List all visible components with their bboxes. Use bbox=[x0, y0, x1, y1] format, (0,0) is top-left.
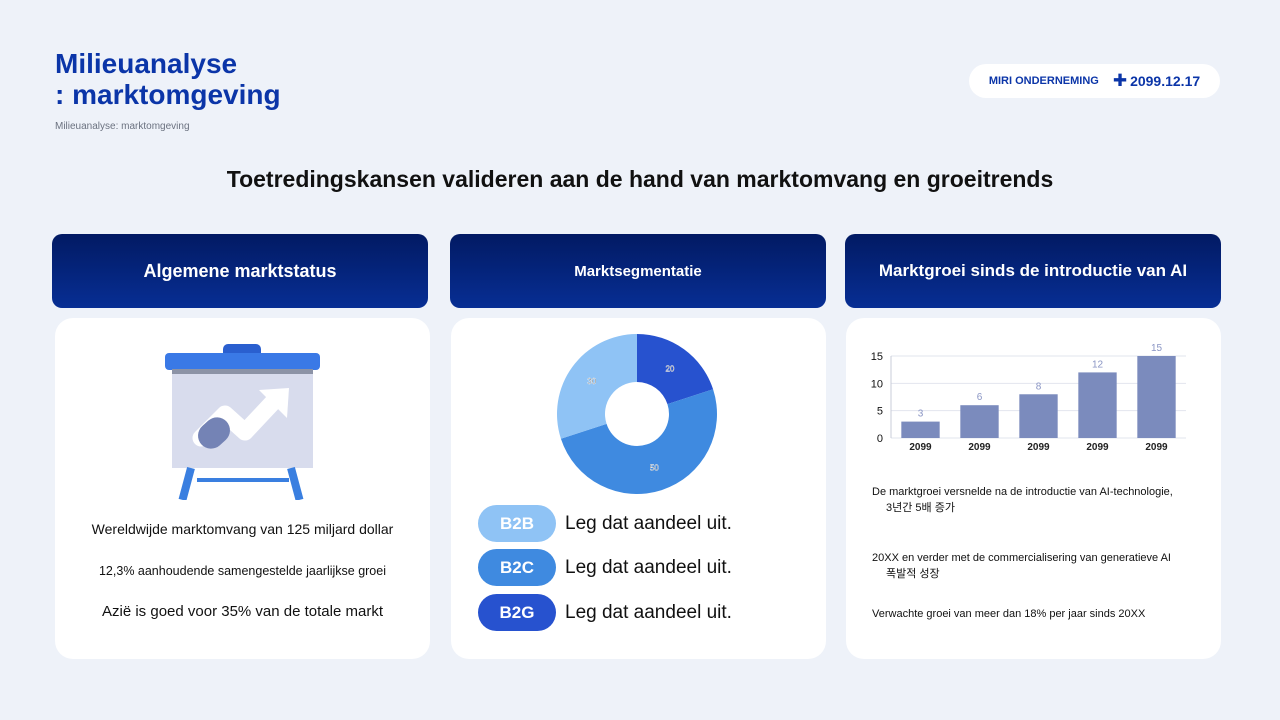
growth-note-1: De marktgroei versnelde na de introducti… bbox=[872, 484, 1173, 516]
bar-value-label-2: 8 bbox=[1036, 381, 1042, 392]
bar-value-label-4: 15 bbox=[1151, 343, 1163, 354]
y-tick-label-3: 15 bbox=[871, 351, 883, 363]
column-header-segmentation: Marktsegmentatie bbox=[450, 234, 826, 308]
bar-3 bbox=[1078, 372, 1117, 438]
segment-pill-b2c: B2C bbox=[478, 549, 556, 586]
y-tick-label-0: 0 bbox=[877, 433, 883, 445]
x-tick-label-1: 2099 bbox=[968, 442, 991, 453]
x-tick-label-0: 2099 bbox=[909, 442, 932, 453]
page-title: Milieuanalyse : marktomgeving bbox=[55, 48, 281, 110]
y-tick-label-1: 5 bbox=[877, 406, 883, 418]
column-header-market-status: Algemene marktstatus bbox=[52, 234, 428, 308]
bar-4 bbox=[1137, 356, 1176, 438]
column-header-ai-growth: Marktgroei sinds de introductie van AI bbox=[845, 234, 1221, 308]
growth-bar-chart: 0 5 10 15 3 2099 6 2099 8 2099 12 2099 15 2099 bbox=[871, 343, 1186, 453]
date-value: 2099.12.17 bbox=[1130, 73, 1201, 89]
growth-note-2: 20XX en verder met de commercialisering … bbox=[872, 550, 1171, 582]
growth-note-2-line1: 20XX en verder met de commercialisering … bbox=[872, 552, 1171, 564]
plus-icon: ✚ bbox=[1112, 71, 1128, 90]
page-title-line1: Milieuanalyse bbox=[55, 48, 238, 79]
growth-note-3: Verwachte groei van meer dan 18% per jaa… bbox=[872, 606, 1145, 622]
donut-slice-0 bbox=[637, 334, 714, 405]
ai-growth-card: 0 5 10 15 3 2099 6 2099 8 2099 12 2099 15 2099 De mar… bbox=[846, 318, 1221, 659]
market-status-card: Wereldwijde marktomvang van 125 miljard … bbox=[55, 318, 430, 659]
segment-description-b2b: Leg dat aandeel uit. bbox=[565, 512, 732, 534]
x-tick-label-4: 2099 bbox=[1145, 442, 1168, 453]
bar-value-label-1: 6 bbox=[977, 392, 983, 403]
bar-1 bbox=[960, 405, 999, 438]
bar-2 bbox=[1019, 394, 1058, 438]
growth-note-3-line1: Verwachte groei van meer dan 18% per jaa… bbox=[872, 608, 1146, 620]
segment-row-b2g: B2G Leg dat aandeel uit. bbox=[478, 594, 732, 631]
page-subtitle: Milieuanalyse: marktomgeving bbox=[55, 121, 190, 132]
donut-slice-1 bbox=[560, 389, 717, 494]
growth-note-2-line2: 폭발적 성장 bbox=[886, 568, 940, 580]
company-date-badge: MIRI ONDERNEMING ✚ 2099.12.17 bbox=[969, 64, 1220, 98]
bar-value-label-3: 12 bbox=[1092, 359, 1104, 370]
segment-pill-b2b: B2B bbox=[478, 505, 556, 542]
donut-slice-label-0: 20 bbox=[665, 365, 674, 374]
segment-description-b2c: Leg dat aandeel uit. bbox=[565, 556, 732, 578]
x-tick-label-2: 2099 bbox=[1027, 442, 1050, 453]
page-title-line2: : marktomgeving bbox=[55, 79, 281, 110]
stat-market-size: Wereldwijde marktomvang van 125 miljard … bbox=[91, 521, 394, 537]
growth-note-1-line2: 3년간 5배 증가 bbox=[886, 502, 955, 514]
stat-asia-share: Azië is goed voor 35% van de totale mark… bbox=[102, 603, 383, 620]
donut-slice-2 bbox=[557, 334, 637, 439]
segmentation-card: 20 50 30 B2B Leg dat aandeel uit. B2C Leg … bbox=[451, 318, 826, 659]
growth-note-1-line1: De marktgroei versnelde na de introducti… bbox=[872, 486, 1173, 498]
segmentation-donut-chart: 20 50 30 bbox=[557, 334, 717, 494]
company-name: MIRI ONDERNEMING bbox=[988, 75, 1099, 87]
donut-slice-label-1: 50 bbox=[650, 463, 659, 472]
y-tick-label-2: 10 bbox=[871, 378, 883, 390]
bar-0 bbox=[901, 421, 940, 438]
segment-pill-b2g: B2G bbox=[478, 594, 556, 631]
presentation-board-chart-icon bbox=[165, 344, 320, 500]
stat-cagr: 12,3% aanhoudende samengestelde jaarlijk… bbox=[98, 564, 386, 578]
segment-row-b2c: B2C Leg dat aandeel uit. bbox=[478, 549, 732, 586]
segment-description-b2g: Leg dat aandeel uit. bbox=[565, 601, 732, 623]
slide-headline: Toetredingskansen valideren aan de hand … bbox=[226, 166, 1054, 192]
x-tick-label-3: 2099 bbox=[1086, 442, 1109, 453]
date-label: ✚ 2099.12.17 bbox=[1112, 71, 1201, 90]
bar-value-label-0: 3 bbox=[918, 409, 924, 420]
segment-row-b2b: B2B Leg dat aandeel uit. bbox=[478, 505, 732, 542]
donut-slice-label-2: 30 bbox=[587, 377, 596, 386]
